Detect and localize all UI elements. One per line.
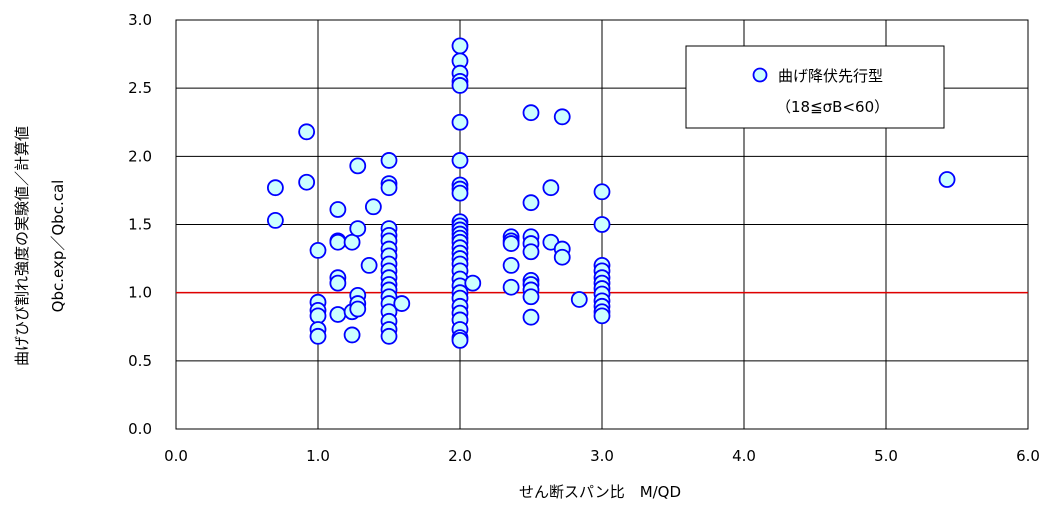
data-point [502, 235, 520, 252]
x-tick-label: 0.0 [164, 447, 188, 465]
data-point [451, 113, 469, 131]
data-point [343, 326, 361, 344]
legend: 曲げ降伏先行型 （18≦σB<60） [685, 45, 945, 129]
x-tick-label: 3.0 [590, 447, 614, 465]
data-point [266, 179, 284, 197]
y-tick-label: 0.0 [128, 420, 152, 438]
data-point [938, 171, 956, 188]
data-point [329, 201, 347, 218]
data-point [329, 306, 347, 323]
data-point [266, 212, 284, 229]
data-point [451, 184, 469, 202]
y-axis-title-line1: 曲げひび割れ強度の実験値／計算値 [13, 126, 31, 366]
data-point [593, 307, 611, 325]
data-point [309, 327, 327, 345]
y-axis-title-line2: Qbc.exp／Qbc.cal [49, 180, 67, 313]
data-point [522, 104, 540, 122]
data-point [380, 152, 398, 169]
y-tick-label: 1.0 [128, 284, 152, 302]
data-point [393, 295, 411, 312]
y-tick-label: 2.0 [128, 147, 152, 165]
data-point [380, 327, 398, 345]
legend-marker [752, 67, 768, 83]
data-points [266, 37, 956, 349]
y-tick-label: 2.5 [128, 79, 152, 97]
data-point [360, 256, 378, 274]
x-axis-ticks: 0.0 1.0 2.0 3.0 4.0 5.0 6.0 [164, 447, 1040, 465]
data-point [349, 300, 367, 318]
data-point [522, 243, 540, 261]
y-tick-label: 1.5 [128, 216, 152, 234]
data-point [349, 157, 367, 175]
data-point [593, 216, 611, 233]
data-point [553, 108, 571, 126]
x-axis-title: せん断スパン比 M/QD [519, 483, 681, 501]
data-point [380, 179, 398, 197]
y-tick-label: 3.0 [128, 11, 152, 29]
data-point [451, 37, 469, 55]
legend-series-sublabel: （18≦σB<60） [776, 98, 889, 116]
x-tick-label: 5.0 [874, 447, 898, 465]
data-point [298, 173, 316, 191]
data-point [464, 274, 482, 292]
data-point [329, 233, 347, 251]
data-point [593, 183, 611, 201]
plot-area [175, 19, 1029, 430]
data-point [570, 291, 588, 308]
data-point [542, 179, 560, 197]
legend-box [685, 45, 945, 129]
data-point [364, 198, 382, 216]
data-point [451, 152, 469, 169]
data-point [553, 248, 571, 266]
x-tick-label: 2.0 [448, 447, 472, 465]
data-point [349, 220, 367, 237]
data-point [502, 278, 520, 296]
x-tick-label: 6.0 [1016, 447, 1040, 465]
data-point [522, 288, 540, 306]
legend-series-label: 曲げ降伏先行型 [778, 67, 883, 85]
data-point [522, 194, 540, 212]
data-point [502, 256, 520, 274]
data-point [522, 308, 540, 326]
data-point [309, 242, 327, 259]
y-axis-ticks: 0.0 0.5 1.0 1.5 2.0 2.5 3.0 [128, 11, 152, 438]
data-point [451, 77, 469, 94]
data-point [451, 331, 469, 349]
x-tick-label: 1.0 [306, 447, 330, 465]
x-tick-label: 4.0 [732, 447, 756, 465]
data-point [329, 274, 347, 292]
y-tick-label: 0.5 [128, 352, 152, 370]
data-point [298, 123, 316, 141]
